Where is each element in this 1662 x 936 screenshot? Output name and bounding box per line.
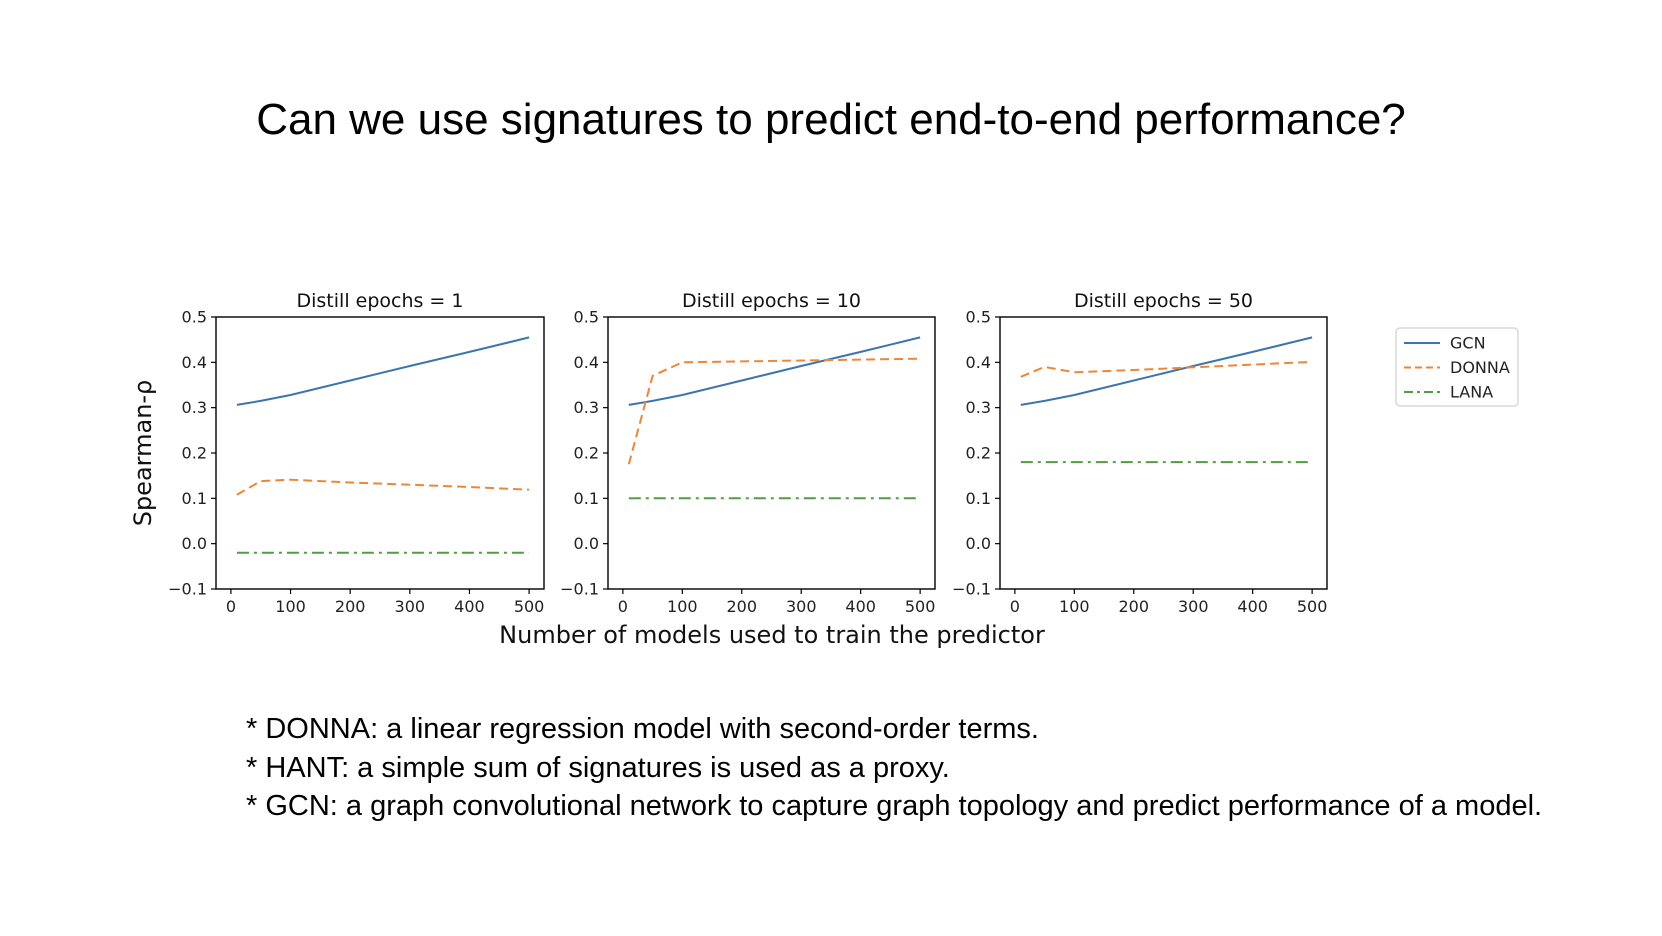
x-tick-label: 400 (1237, 597, 1268, 616)
x-tick-label: 500 (905, 597, 936, 616)
x-tick-label: 100 (1059, 597, 1090, 616)
x-tick-label: 0 (1010, 597, 1020, 616)
y-tick-label: 0.4 (182, 353, 207, 372)
x-tick-label: 300 (395, 597, 426, 616)
y-tick-label: 0.2 (574, 444, 599, 463)
series-line-gcn (628, 336, 921, 406)
panel-title: Distill epochs = 10 (682, 290, 861, 312)
y-tick-label: 0.0 (182, 534, 207, 553)
axes-frame (607, 316, 936, 590)
y-tick-label: 0.5 (182, 308, 207, 327)
y-axis-label: Spearman-ρ (129, 380, 157, 527)
series-line-donna (627, 357, 921, 465)
y-tick-label: 0.5 (966, 308, 991, 327)
y-tick-label: 0.5 (574, 308, 599, 327)
x-tick-label: 200 (335, 597, 366, 616)
legend-label-lana: LANA (1450, 383, 1493, 402)
note-gcn: * GCN: a graph convolutional network to … (246, 790, 1543, 822)
series-line-donna (1020, 360, 1313, 378)
legend-label-gcn: GCN (1450, 334, 1486, 353)
axes-frame (999, 316, 1328, 590)
x-tick-label: 300 (786, 597, 817, 616)
x-tick-label: 100 (275, 597, 306, 616)
chart-panel-3: Distill epochs = 50 0 100 200 300 400 500 −0.1 0… (952, 290, 1328, 616)
legend-label-donna: DONNA (1450, 358, 1510, 377)
chart-panel-2: Distill epochs = 10 0 100 200 300 400 500 −0.1 0… (560, 290, 936, 616)
x-tick-label: 0 (226, 597, 236, 616)
y-tick-label: 0.1 (574, 489, 599, 508)
y-tick-label: 0.3 (966, 398, 991, 417)
y-tick-label: 0.2 (182, 444, 207, 463)
x-tick-label: 100 (667, 597, 698, 616)
chart-panel-1: Distill epochs = 1 0 100 200 300 400 500 −0.1 0.… (168, 290, 545, 616)
y-tick-label: −0.1 (168, 580, 207, 599)
x-tick-label: 400 (454, 597, 485, 616)
x-tick-label: 200 (1118, 597, 1149, 616)
x-tick-label: 500 (1297, 597, 1328, 616)
x-axis-label: Number of models used to train the predi… (499, 621, 1045, 649)
x-tick-label: 500 (514, 597, 545, 616)
slide-title: Can we use signatures to predict end-to-… (256, 95, 1406, 144)
y-tick-label: 0.3 (574, 398, 599, 417)
y-tick-label: −0.1 (560, 580, 599, 599)
y-tick-label: 0.3 (182, 398, 207, 417)
x-tick-label: 300 (1178, 597, 1209, 616)
legend: GCN DONNA LANA (1395, 327, 1519, 407)
note-donna: * DONNA: a linear regression model with … (246, 713, 1039, 745)
x-tick-label: 400 (845, 597, 876, 616)
series-line-gcn (1020, 336, 1313, 406)
x-tick-label: 200 (726, 597, 757, 616)
panel-title: Distill epochs = 50 (1074, 290, 1253, 312)
footnotes: * DONNA: a linear regression model with … (246, 710, 1546, 826)
legend-box (1395, 327, 1519, 407)
y-tick-label: 0.4 (574, 353, 599, 372)
series-line-donna (236, 478, 530, 496)
y-tick-label: 0.4 (966, 353, 991, 372)
x-tick-label: 0 (618, 597, 628, 616)
y-tick-label: 0.0 (966, 534, 991, 553)
axes-frame (215, 316, 545, 590)
series-line-gcn (236, 336, 530, 406)
panel-title: Distill epochs = 1 (297, 290, 464, 312)
y-tick-label: 0.1 (182, 489, 207, 508)
y-tick-label: 0.1 (966, 489, 991, 508)
y-tick-label: 0.0 (574, 534, 599, 553)
y-tick-label: −0.1 (952, 580, 991, 599)
y-tick-label: 0.2 (966, 444, 991, 463)
note-hant: * HANT: a simple sum of signatures is us… (246, 751, 950, 784)
